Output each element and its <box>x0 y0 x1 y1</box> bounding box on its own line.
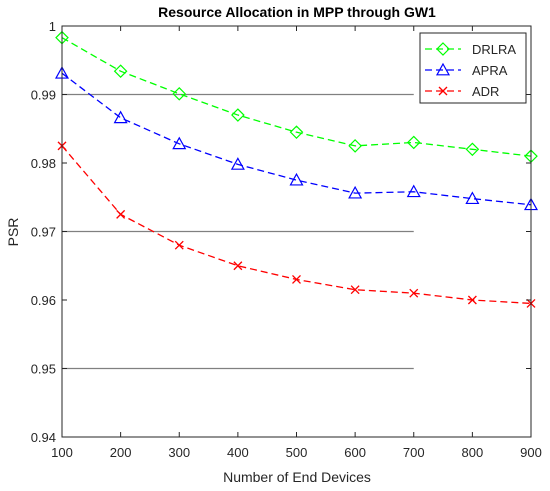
data-point-apra <box>172 136 187 150</box>
x-tick-label: 300 <box>168 445 190 460</box>
data-point-drlra <box>231 108 245 122</box>
x-tick-label: 200 <box>110 445 132 460</box>
series-line-drlra <box>61 37 532 157</box>
legend-label-adr: ADR <box>472 84 499 99</box>
chart-title: Resource Allocation in MPP through GW1 <box>158 4 436 20</box>
legend-marker-drlra <box>436 42 450 56</box>
data-point-drlra <box>406 135 421 150</box>
y-axis-label: PSR <box>5 218 21 247</box>
data-point-drlra <box>348 139 362 153</box>
data-point-drlra <box>465 142 480 157</box>
x-tick-label: 700 <box>403 445 425 460</box>
y-tick-label: 0.96 <box>31 293 56 308</box>
legend-marker-apra <box>435 62 451 76</box>
data-point-adr-stroke-b <box>292 274 301 284</box>
x-tick-label: 900 <box>520 445 542 460</box>
data-point-apra <box>406 184 421 198</box>
data-point-adr <box>174 240 184 250</box>
legend: DRLRA APRA ADR <box>419 32 527 104</box>
y-tick-label: 1 <box>49 19 56 34</box>
x-axis: 100 200 300 400 500 600 700 800 900 <box>51 26 542 460</box>
legend-marker-adr-stroke-b <box>438 86 448 96</box>
y-tick-label: 0.99 <box>31 88 56 103</box>
x-tick-label: 100 <box>51 445 73 460</box>
y-tick-label: 0.98 <box>31 156 56 171</box>
reference-lines <box>62 93 414 370</box>
data-point-drlra <box>172 86 187 101</box>
x-tick-label: 600 <box>344 445 366 460</box>
legend-label-apra: APRA <box>472 63 508 78</box>
data-point-drlra <box>289 125 304 140</box>
series-layer <box>54 30 539 308</box>
data-point-adr <box>467 295 477 305</box>
x-axis-label: Number of End Devices <box>223 469 371 485</box>
y-tick-label: 0.97 <box>31 225 56 240</box>
data-point-adr <box>116 209 126 219</box>
data-point-adr <box>233 261 243 271</box>
series-line-apra <box>61 72 532 206</box>
y-tick-label: 0.95 <box>31 362 56 377</box>
data-point-adr-stroke-b <box>116 209 126 219</box>
x-tick-label: 800 <box>462 445 484 460</box>
legend-marker-adr <box>438 86 448 96</box>
data-point-adr-stroke-b <box>350 285 360 295</box>
data-point-drlra <box>113 64 128 79</box>
data-point-adr-stroke-b <box>233 261 243 271</box>
y-tick-label: 0.94 <box>31 430 56 445</box>
y-axis: 0.94 0.95 0.96 0.97 0.98 0.99 1 <box>31 19 531 445</box>
data-point-apra <box>289 172 304 186</box>
data-point-apra <box>113 110 128 124</box>
data-point-adr-stroke-b <box>467 295 477 305</box>
data-point-adr <box>409 288 419 298</box>
data-point-adr-stroke-b <box>174 240 184 250</box>
data-point-adr-stroke-b <box>409 288 419 298</box>
x-tick-label: 500 <box>286 445 308 460</box>
data-point-adr <box>292 274 301 284</box>
data-point-adr <box>350 285 360 295</box>
legend-label-drlra: DRLRA <box>472 42 516 57</box>
data-point-apra <box>348 185 363 199</box>
x-tick-label: 400 <box>227 445 249 460</box>
data-point-apra <box>230 157 245 170</box>
data-point-apra <box>465 191 480 205</box>
